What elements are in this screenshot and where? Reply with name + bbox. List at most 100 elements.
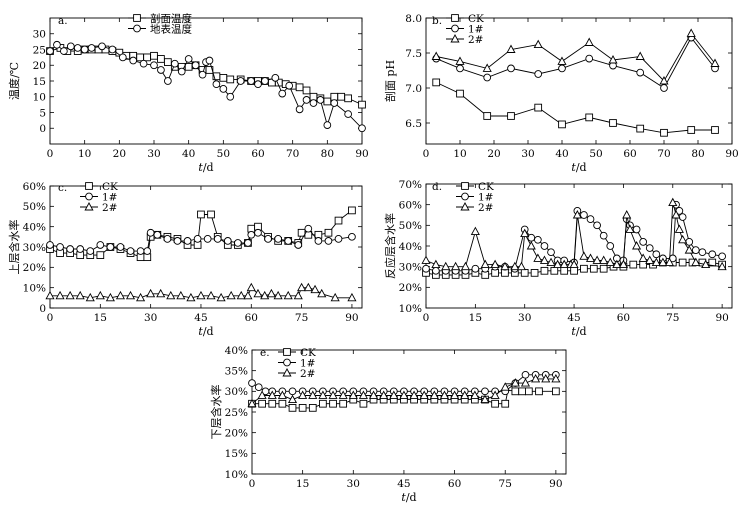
x-axis-unit: /d (203, 325, 214, 338)
data-point (651, 257, 661, 266)
data-point (254, 80, 262, 89)
data-point (197, 210, 205, 219)
data-point (584, 37, 594, 46)
data-point (166, 290, 176, 300)
legend-marker (461, 182, 469, 190)
data-point (460, 390, 470, 399)
data-point (585, 54, 594, 63)
data-point (314, 237, 323, 245)
panel-e: 0 15 30 45 60 75 90 10% 15% 20% 25% 30% 35% 40% t/d 下层含… (209, 345, 567, 504)
data-point (330, 92, 339, 101)
legend-label: 1# (468, 24, 483, 36)
legend-marker (450, 34, 460, 43)
y-axis-label: 反应层含水率 (383, 213, 397, 279)
y-axis-label: 剖面 pH (383, 60, 397, 102)
data-point (664, 257, 675, 266)
data-point (684, 245, 694, 254)
x-tick-label: 45 (567, 312, 580, 324)
y-tick-label: 6.5 (405, 118, 422, 130)
x-axis-unit: /d (576, 161, 587, 174)
data-point (105, 292, 115, 302)
data-point (599, 255, 609, 264)
y-tick-label: 40% (225, 345, 248, 357)
data-point (636, 68, 645, 77)
series-line (50, 286, 352, 299)
panel-c: 0 15 30 45 60 75 90 0 10% 20% 30% 40% 50% 60% t/d 上层含水率… (7, 181, 363, 338)
data-point (605, 257, 615, 266)
x-tick-label: 0 (47, 148, 54, 160)
data-point (268, 399, 277, 408)
data-point (550, 266, 559, 275)
x-tick-label: 70 (286, 148, 299, 160)
data-point (248, 379, 256, 387)
data-point (96, 241, 105, 249)
data-point (691, 257, 701, 266)
data-point (510, 261, 520, 271)
data-point (65, 290, 75, 300)
data-point (645, 244, 654, 252)
data-point (261, 77, 269, 85)
x-tick-label: 30 (347, 478, 360, 490)
data-point (226, 290, 236, 300)
data-point (399, 390, 409, 399)
data-point (73, 44, 82, 52)
data-point (579, 251, 589, 260)
data-point (560, 266, 569, 275)
legend-marker (85, 182, 93, 190)
data-point (98, 42, 106, 51)
data-point (184, 55, 193, 63)
data-point (170, 59, 179, 68)
series-1-num (46, 224, 356, 255)
data-point (184, 62, 193, 71)
data-point (441, 261, 451, 271)
data-point (632, 241, 642, 250)
series-2-num (45, 282, 357, 302)
data-point (186, 292, 196, 302)
data-point (516, 261, 526, 271)
x-tick-label: 90 (549, 478, 562, 490)
data-point (658, 257, 668, 266)
x-tick-label: 90 (355, 148, 368, 160)
data-point (482, 63, 492, 72)
data-point (592, 255, 602, 264)
x-tick-label: 60 (623, 148, 636, 160)
y-axis-label: 温度/℃ (7, 62, 21, 100)
data-point (470, 390, 480, 399)
data-point (409, 390, 419, 399)
data-point (348, 206, 356, 215)
data-point (153, 230, 162, 239)
panel-label: e. (260, 347, 270, 359)
data-point (219, 73, 228, 82)
data-point (708, 250, 717, 259)
data-point (429, 390, 439, 399)
data-point (368, 390, 379, 399)
legend-label: 1# (300, 358, 315, 370)
x-tick-label: 0 (47, 312, 54, 324)
x-tick-label: 90 (715, 312, 728, 324)
data-point (541, 373, 551, 383)
data-point (520, 228, 530, 238)
x-tick-label: 30 (147, 148, 160, 160)
data-point (334, 235, 343, 243)
x-axis-label: t/d (198, 161, 213, 174)
legend-marker (85, 192, 93, 201)
legend: CK1#2# (456, 181, 494, 214)
data-point (547, 248, 555, 257)
data-point (303, 282, 313, 292)
legend: CK1#2# (278, 347, 316, 380)
data-point (236, 290, 246, 300)
legend-label: CK (468, 13, 484, 25)
data-point (507, 112, 515, 120)
panel-label: c. (58, 182, 67, 194)
data-point (358, 100, 366, 109)
x-tick-label: 0 (423, 312, 430, 324)
data-point (302, 96, 311, 104)
x-tick-label: 20 (113, 148, 126, 160)
plot-frame (49, 17, 363, 145)
data-point (95, 290, 105, 300)
data-point (379, 390, 389, 399)
series-line (436, 81, 715, 134)
legend-label: 剖面温度 (150, 12, 192, 25)
x-axis-var: t (198, 161, 203, 174)
data-point (146, 288, 156, 298)
